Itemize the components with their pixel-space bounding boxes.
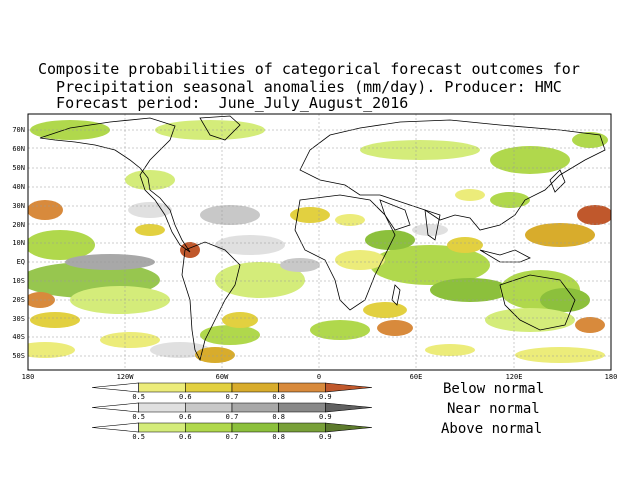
colorbar-segment bbox=[278, 422, 326, 433]
lat-label: 50S bbox=[12, 352, 25, 360]
colorbar-segment bbox=[185, 422, 233, 433]
lat-label: 20S bbox=[12, 296, 25, 304]
colorbar-segment bbox=[231, 422, 279, 433]
colorbar-near-normal: 0.5 0.6 0.7 0.8 0.9 bbox=[91, 402, 373, 421]
colorbar-tick-label: 0.5 bbox=[132, 393, 145, 401]
lat-labels: 70N 60N 50N 40N 30N 20N 10N EQ 10S 20S 3… bbox=[12, 126, 25, 360]
colorbar-segment bbox=[278, 402, 326, 413]
probability-field bbox=[28, 120, 611, 363]
colorbars: 0.5 0.6 0.7 0.8 0.90.5 0.6 0.7 0.8 0.90.5 0.6 0.7 0… bbox=[91, 382, 373, 441]
colorbar-tick-label: 0.7 bbox=[226, 393, 239, 401]
colorbar-segment bbox=[325, 382, 373, 393]
lat-label: 30S bbox=[12, 315, 25, 323]
lat-label: 70N bbox=[12, 126, 25, 134]
colorbar-segment bbox=[91, 402, 139, 413]
lat-label: EQ bbox=[17, 258, 25, 266]
colorbar-segment bbox=[325, 402, 373, 413]
lon-label: 60W bbox=[216, 373, 229, 381]
lat-label: 10S bbox=[12, 277, 25, 285]
colorbar-tick-label: 0.5 bbox=[132, 413, 145, 421]
lat-label: 50N bbox=[12, 164, 25, 172]
colorbar-segment bbox=[91, 422, 139, 433]
colorbar-tick-label: 0.7 bbox=[226, 413, 239, 421]
lon-label: 60E bbox=[410, 373, 423, 381]
lon-label: 0 bbox=[317, 373, 321, 381]
legend-below-normal: Below normal bbox=[443, 381, 545, 397]
gridlines bbox=[28, 114, 611, 370]
map-frame bbox=[27, 113, 612, 371]
colorbar-segment bbox=[231, 382, 279, 393]
lon-label: 120W bbox=[117, 373, 135, 381]
colorbar-tick-label: 0.8 bbox=[272, 413, 285, 421]
colorbar-segment bbox=[138, 402, 186, 413]
lat-label: 40N bbox=[12, 183, 25, 191]
colorbar-tick-label: 0.5 bbox=[132, 433, 145, 441]
colorbar-tick-label: 0.9 bbox=[319, 393, 332, 401]
colorbar-tick-label: 0.9 bbox=[319, 433, 332, 441]
lon-label: 180 bbox=[605, 373, 618, 381]
lat-label: 60N bbox=[12, 145, 25, 153]
colorbar-segment bbox=[91, 382, 139, 393]
colorbar-segment bbox=[185, 402, 233, 413]
lat-label: 10N bbox=[12, 239, 25, 247]
title-line-2: Precipitation seasonal anomalies (mm/day… bbox=[38, 78, 562, 96]
legend-near-normal: Near normal bbox=[447, 401, 540, 417]
colorbar-segment bbox=[325, 422, 373, 433]
lat-label: 20N bbox=[12, 221, 25, 229]
colorbar-segment bbox=[278, 382, 326, 393]
title-line-3: Forecast period: June_July_August_2016 bbox=[38, 94, 409, 112]
colorbar-tick-label: 0.6 bbox=[179, 393, 192, 401]
title-line-1: Composite probabilities of categorical f… bbox=[38, 60, 580, 78]
colorbar-tick-label: 0.6 bbox=[179, 413, 192, 421]
colorbar-segment bbox=[185, 382, 233, 393]
colorbar-tick-label: 0.8 bbox=[272, 393, 285, 401]
lon-label: 120E bbox=[506, 373, 523, 381]
colorbar-tick-label: 0.8 bbox=[272, 433, 285, 441]
colorbar-segment bbox=[231, 402, 279, 413]
lat-label: 40S bbox=[12, 333, 25, 341]
colorbar-segment bbox=[138, 382, 186, 393]
colorbar-segment bbox=[138, 422, 186, 433]
lon-labels: 180 120W 60W 0 60E 120E 180 bbox=[22, 373, 618, 381]
colorbar-tick-label: 0.9 bbox=[319, 413, 332, 421]
colorbar-below-normal: 0.5 0.6 0.7 0.8 0.9 bbox=[91, 382, 373, 401]
colorbar-above-normal: 0.5 0.6 0.7 0.8 0.9 bbox=[91, 422, 373, 441]
legend-above-normal: Above normal bbox=[441, 421, 543, 437]
colorbar-tick-label: 0.6 bbox=[179, 433, 192, 441]
colorbar-tick-label: 0.7 bbox=[226, 433, 239, 441]
lat-label: 30N bbox=[12, 202, 25, 210]
lon-label: 180 bbox=[22, 373, 35, 381]
